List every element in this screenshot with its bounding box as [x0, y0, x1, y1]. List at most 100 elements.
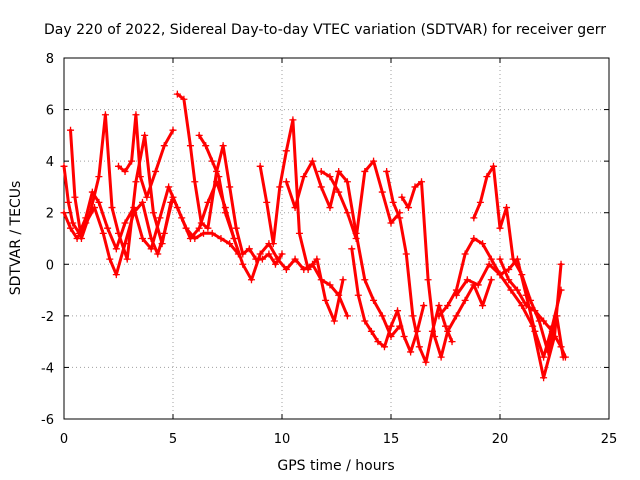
data-point-marker — [300, 173, 308, 181]
data-point-marker — [400, 332, 408, 340]
data-point-marker — [149, 209, 157, 217]
series-sat-p — [496, 255, 569, 361]
data-point-marker — [415, 343, 423, 351]
data-point-marker — [483, 173, 491, 181]
data-point-marker — [226, 183, 234, 191]
data-point-marker — [204, 224, 212, 232]
x-tick-label: 15 — [383, 432, 400, 447]
data-point-marker — [138, 198, 146, 206]
y-tick-label: 8 — [46, 52, 54, 67]
series-sat-e — [173, 90, 286, 268]
series-line — [350, 247, 426, 354]
data-point-marker — [215, 173, 223, 181]
data-point-marker — [132, 111, 140, 119]
data-point-marker — [407, 348, 415, 356]
data-point-marker — [409, 312, 417, 320]
data-point-marker — [60, 209, 68, 217]
data-point-marker — [104, 224, 112, 232]
series-sat-d — [115, 111, 177, 201]
data-point-marker — [424, 276, 432, 284]
data-point-marker — [335, 167, 343, 175]
data-point-marker — [239, 260, 247, 268]
y-tick-label: 4 — [46, 155, 54, 170]
data-point-marker — [141, 131, 149, 139]
data-point-marker — [361, 276, 369, 284]
data-point-marker — [121, 167, 129, 175]
data-point-marker — [156, 214, 164, 222]
data-point-marker — [121, 219, 129, 227]
data-point-marker — [352, 235, 360, 242]
data-point-marker — [474, 281, 482, 289]
data-point-marker — [136, 173, 144, 181]
data-point-marker — [418, 178, 426, 186]
data-point-marker — [263, 198, 271, 206]
data-point-marker — [496, 224, 504, 232]
y-tick-label: -6 — [41, 413, 54, 428]
data-point-marker — [123, 255, 131, 263]
data-point-marker — [326, 173, 334, 181]
data-point-marker — [431, 332, 439, 340]
data-point-marker — [383, 167, 391, 175]
data-point-marker — [256, 162, 264, 170]
data-point-marker — [378, 188, 386, 196]
data-point-marker — [452, 312, 460, 320]
data-point-marker — [485, 260, 493, 268]
series-sat-j — [348, 245, 428, 356]
data-point-marker — [370, 157, 378, 165]
data-point-marker — [313, 255, 321, 263]
data-point-marker — [561, 353, 569, 361]
data-point-marker — [326, 281, 334, 289]
data-point-marker — [95, 173, 103, 181]
data-point-marker — [112, 271, 120, 279]
data-point-marker — [442, 322, 449, 330]
data-point-marker — [219, 142, 227, 150]
data-point-marker — [256, 250, 264, 258]
data-point-marker — [361, 167, 369, 175]
data-point-marker — [505, 265, 513, 273]
data-point-marker — [138, 235, 146, 242]
data-point-marker — [115, 229, 122, 237]
data-point-marker — [378, 312, 386, 320]
series-sat-g — [256, 116, 347, 325]
data-point-marker — [479, 240, 487, 248]
data-point-marker — [540, 317, 548, 325]
data-point-marker — [470, 214, 478, 222]
data-point-marker — [202, 142, 210, 150]
series-sat-c — [67, 111, 175, 263]
data-point-marker — [291, 204, 299, 212]
data-point-marker — [195, 224, 203, 232]
data-point-marker — [289, 116, 297, 124]
data-point-marker — [230, 235, 238, 242]
data-point-marker — [180, 95, 188, 103]
data-point-marker — [367, 327, 375, 335]
data-point-marker — [160, 142, 168, 150]
x-tick-label: 0 — [60, 432, 68, 447]
data-point-marker — [282, 178, 290, 186]
data-point-marker — [518, 271, 526, 279]
data-point-marker — [461, 250, 469, 258]
data-point-marker — [208, 157, 216, 165]
data-point-marker — [435, 302, 443, 310]
data-point-marker — [173, 204, 181, 212]
data-point-marker — [476, 198, 484, 206]
data-point-marker — [152, 167, 160, 175]
data-point-marker — [309, 157, 317, 165]
chart-title: Day 220 of 2022, Sidereal Day-to-day VTE… — [44, 22, 606, 38]
data-point-marker — [112, 245, 120, 253]
data-point-marker — [67, 224, 75, 232]
data-point-marker — [208, 229, 216, 237]
data-point-marker — [191, 178, 199, 186]
series-line — [258, 118, 345, 323]
y-tick-label: -2 — [41, 310, 54, 325]
data-point-marker — [452, 291, 460, 299]
data-series — [60, 90, 569, 382]
data-point-marker — [99, 229, 107, 237]
data-point-marker — [132, 178, 140, 186]
data-point-marker — [71, 193, 79, 201]
data-point-marker — [448, 338, 456, 346]
y-tick-label: 0 — [46, 258, 54, 273]
data-point-marker — [422, 358, 430, 366]
data-point-marker — [282, 147, 290, 155]
x-tick-label: 25 — [601, 432, 618, 447]
data-point-marker — [226, 240, 234, 248]
